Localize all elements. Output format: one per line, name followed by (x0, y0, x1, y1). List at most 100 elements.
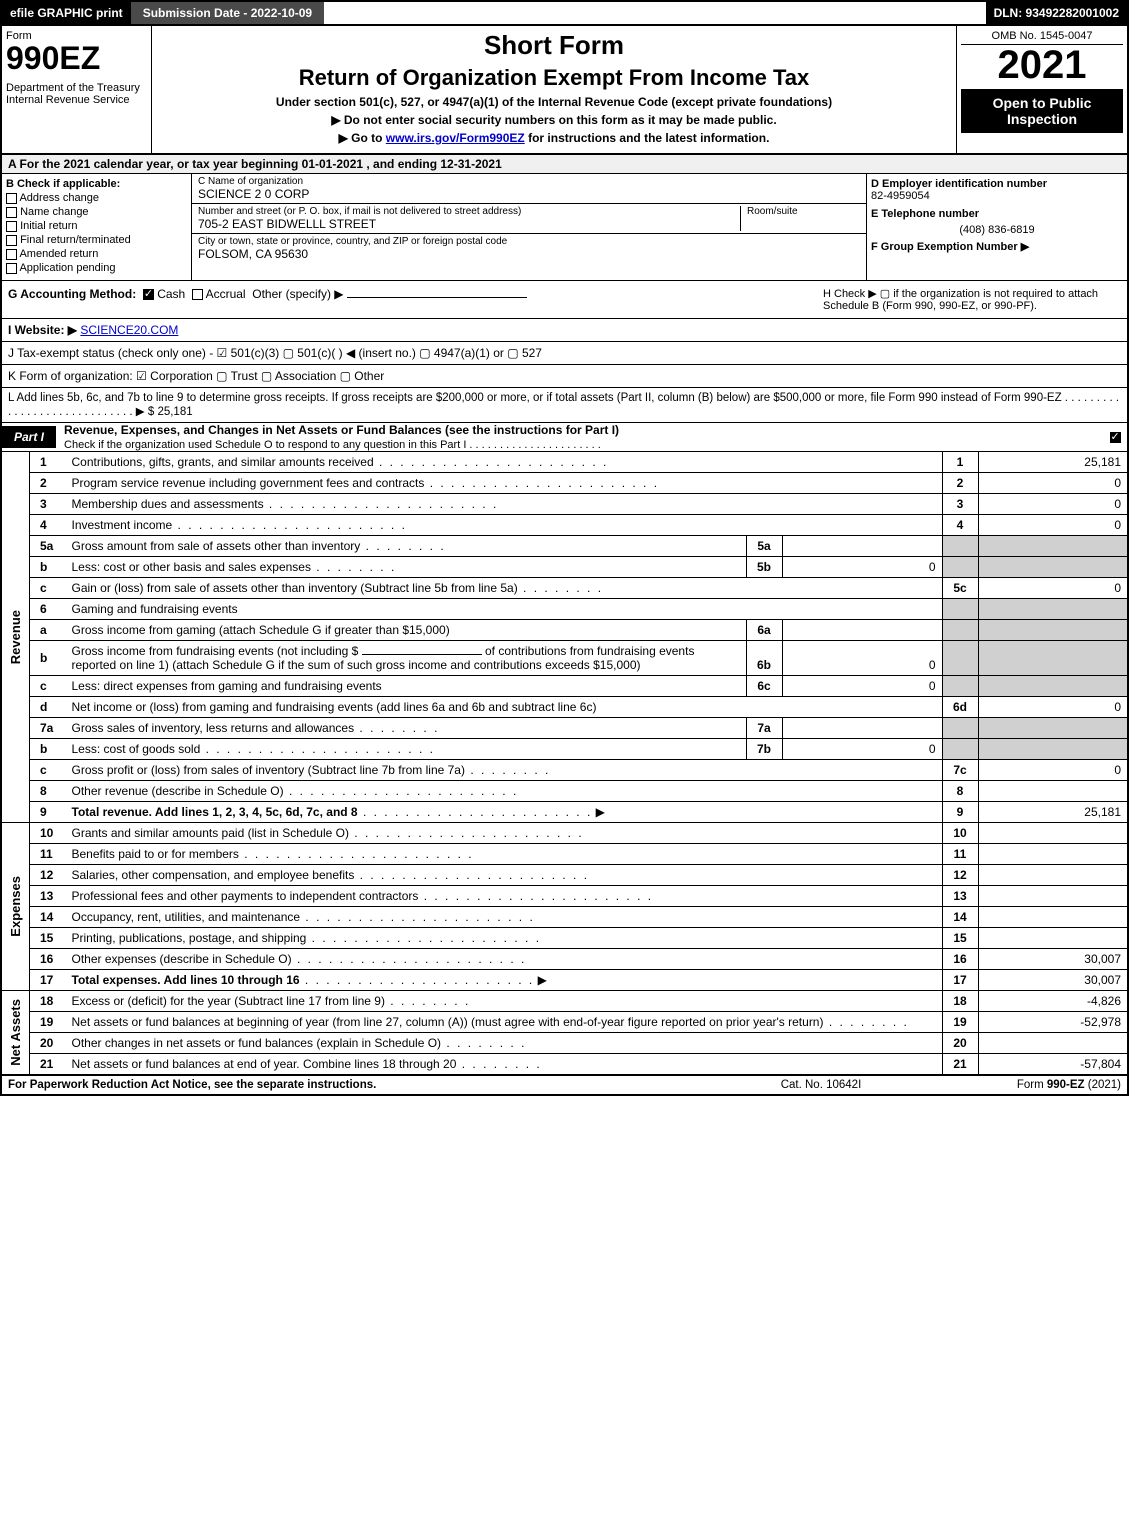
phone-label: E Telephone number (871, 208, 1123, 220)
right-val: 0 (978, 697, 1128, 718)
right-num: 6d (942, 697, 978, 718)
check-final-return[interactable]: Final return/terminated (6, 234, 187, 246)
right-num: 7c (942, 760, 978, 781)
header-mid: Short Form Return of Organization Exempt… (152, 26, 957, 153)
right-num: 1 (942, 452, 978, 473)
part-1-check[interactable] (1103, 430, 1127, 444)
right-val (978, 865, 1128, 886)
table-row: 2 Program service revenue including gove… (1, 473, 1128, 494)
line-desc: Excess or (deficit) for the year (Subtra… (66, 991, 943, 1012)
right-num: 9 (942, 802, 978, 823)
line-desc: Investment income (66, 515, 943, 536)
line-num: c (30, 676, 66, 697)
table-row: 15 Printing, publications, postage, and … (1, 928, 1128, 949)
check-cash[interactable] (143, 289, 154, 300)
mini-num: 6b (746, 641, 782, 676)
right-num-shaded (942, 718, 978, 739)
table-row: c Gross profit or (loss) from sales of i… (1, 760, 1128, 781)
check-amended-label: Amended return (19, 248, 98, 260)
mini-num: 6c (746, 676, 782, 697)
check-amended[interactable]: Amended return (6, 248, 187, 260)
line-num: 20 (30, 1033, 66, 1054)
table-row: 17 Total expenses. Add lines 10 through … (1, 970, 1128, 991)
table-row: 7a Gross sales of inventory, less return… (1, 718, 1128, 739)
line-num: c (30, 578, 66, 599)
accounting-method-label: G Accounting Method: (8, 287, 136, 301)
table-row: b Gross income from fundraising events (… (1, 641, 1128, 676)
street-label: Number and street (or P. O. box, if mail… (198, 206, 740, 217)
part-1-header: Part I Revenue, Expenses, and Changes in… (0, 423, 1129, 452)
right-num-shaded (942, 739, 978, 760)
section-bcdef: B Check if applicable: Address change Na… (0, 174, 1129, 281)
row-k: K Form of organization: ☑ Corporation ▢ … (0, 365, 1129, 388)
org-name: SCIENCE 2 0 CORP (198, 187, 860, 201)
phone-value: (408) 836-6819 (871, 224, 1123, 236)
right-num: 20 (942, 1033, 978, 1054)
table-row: 5a Gross amount from sale of assets othe… (1, 536, 1128, 557)
table-row: c Gain or (loss) from sale of assets oth… (1, 578, 1128, 599)
mini-val: 0 (782, 641, 942, 676)
right-val: 25,181 (978, 802, 1128, 823)
table-row: 11 Benefits paid to or for members 11 (1, 844, 1128, 865)
line-desc: Professional fees and other payments to … (66, 886, 943, 907)
line-num: 10 (30, 823, 66, 844)
dln: DLN: 93492282001002 (986, 2, 1127, 24)
open-to-public: Open to Public Inspection (961, 89, 1123, 133)
box-b: B Check if applicable: Address change Na… (2, 174, 192, 280)
topbar: efile GRAPHIC print Submission Date - 20… (0, 0, 1129, 24)
website-link[interactable]: SCIENCE20.COM (80, 323, 178, 337)
line-num: 8 (30, 781, 66, 802)
city-label: City or town, state or province, country… (198, 236, 860, 247)
revenue-label: Revenue (8, 610, 23, 664)
right-val: 0 (978, 473, 1128, 494)
right-num-shaded (942, 641, 978, 676)
right-val-shaded (978, 557, 1128, 578)
table-row: Revenue 1 Contributions, gifts, grants, … (1, 452, 1128, 473)
line-num: c (30, 760, 66, 781)
check-pending[interactable]: Application pending (6, 262, 187, 274)
line-desc: Membership dues and assessments (66, 494, 943, 515)
line-desc: Less: cost of goods sold (66, 739, 747, 760)
footer-paperwork: For Paperwork Reduction Act Notice, see … (8, 1079, 721, 1091)
right-val (978, 823, 1128, 844)
right-num-shaded (942, 676, 978, 697)
check-initial-return[interactable]: Initial return (6, 220, 187, 232)
row-l: L Add lines 5b, 6c, and 7b to line 9 to … (0, 388, 1129, 423)
right-num: 2 (942, 473, 978, 494)
right-num: 4 (942, 515, 978, 536)
part-1-label: Part I (2, 426, 56, 448)
line-num: 13 (30, 886, 66, 907)
right-val: 30,007 (978, 970, 1128, 991)
right-val: 0 (978, 578, 1128, 599)
cash-label: Cash (157, 287, 185, 301)
line-num: b (30, 641, 66, 676)
right-val: 0 (978, 760, 1128, 781)
right-num: 3 (942, 494, 978, 515)
expenses-label: Expenses (8, 876, 23, 937)
line-num: 16 (30, 949, 66, 970)
row-l-amount: $ 25,181 (148, 406, 193, 418)
table-row: 20 Other changes in net assets or fund b… (1, 1033, 1128, 1054)
line-desc: Other revenue (describe in Schedule O) (66, 781, 943, 802)
irs-link[interactable]: www.irs.gov/Form990EZ (386, 131, 525, 145)
line-num: 11 (30, 844, 66, 865)
ein-label: D Employer identification number (871, 178, 1123, 190)
check-name-change-label: Name change (20, 206, 89, 218)
line-desc: Program service revenue including govern… (66, 473, 943, 494)
check-name-change[interactable]: Name change (6, 206, 187, 218)
right-num: 19 (942, 1012, 978, 1033)
right-val: 25,181 (978, 452, 1128, 473)
line-num: b (30, 557, 66, 578)
right-val-shaded (978, 599, 1128, 620)
mini-val: 0 (782, 739, 942, 760)
table-row: 4 Investment income 4 0 (1, 515, 1128, 536)
table-row: 19 Net assets or fund balances at beginn… (1, 1012, 1128, 1033)
check-accrual[interactable] (192, 289, 203, 300)
line-desc: Grants and similar amounts paid (list in… (66, 823, 943, 844)
ein-value: 82-4959054 (871, 190, 1123, 202)
mini-num: 7b (746, 739, 782, 760)
row-j: J Tax-exempt status (check only one) - ☑… (0, 342, 1129, 365)
check-addr-change[interactable]: Address change (6, 192, 187, 204)
right-val: 0 (978, 494, 1128, 515)
table-row: c Less: direct expenses from gaming and … (1, 676, 1128, 697)
